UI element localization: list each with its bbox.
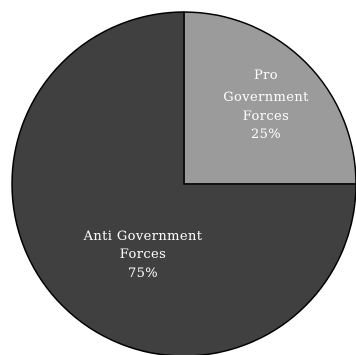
slice-label-pro-government-line3: Forces <box>243 109 289 124</box>
value-label-pro: 25% <box>251 127 281 142</box>
slice-value-anti-government: 75% <box>128 266 158 281</box>
slice-value-pro-government: 25% <box>251 127 281 142</box>
label-word-pro-initial: Pro <box>254 68 278 83</box>
label-word-government: Government <box>223 90 309 105</box>
label-word-forces: Forces <box>243 109 289 124</box>
label-anti-government: Anti Government <box>83 229 203 244</box>
pie-slice-0 <box>183 11 356 185</box>
slice-label-anti-government-line2: Forces <box>120 247 166 262</box>
pie-slice-1 <box>11 11 356 355</box>
pie-labels: Pro Government Forces 25% Anti Governmen… <box>83 68 309 281</box>
value-label-anti: 75% <box>128 266 158 281</box>
slice-label-pro-government-line2: Government <box>223 90 309 105</box>
slice-label-anti-government: Anti Government <box>83 229 203 244</box>
label-anti-forces: Forces <box>120 247 166 262</box>
slice-label-pro-government: Pro <box>254 68 278 83</box>
pie-slices <box>11 11 356 355</box>
